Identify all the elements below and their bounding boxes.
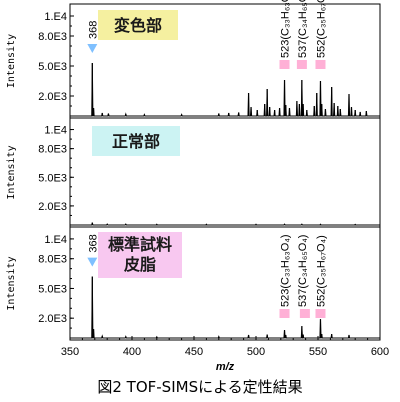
spectrum-line xyxy=(70,276,380,339)
panel-frame xyxy=(69,226,381,341)
panel-label: 変色部 xyxy=(114,16,162,35)
peak-label: 537(C₃₄H₆₅O₄) xyxy=(297,0,309,58)
y-axis-label: Intensity xyxy=(6,256,17,310)
panel-label: 正常部 xyxy=(112,132,160,151)
y-tick-label: 5.0E3 xyxy=(38,283,67,295)
panel-label-box xyxy=(98,10,178,40)
peak-label: 552(C₃₅H₆₇O₄) xyxy=(315,0,327,58)
peak-marker-square xyxy=(315,60,326,69)
peak-label: 368 xyxy=(87,234,99,252)
x-tick-label: 550 xyxy=(309,346,327,358)
panel-label: 標準試料 xyxy=(108,235,172,254)
peak-marker-square xyxy=(315,309,326,318)
panel-label-box xyxy=(98,232,182,278)
panel-2: 1.E4 8.0E3 5.0E3 2.0E3 Intensity 正常部 xyxy=(6,117,381,228)
peak-marker-triangle xyxy=(87,257,98,267)
y-tick-label: 1.E4 xyxy=(44,234,67,246)
y-tick-label: 1.E4 xyxy=(44,11,67,23)
spectrum-line xyxy=(70,62,380,117)
x-axis-label: m/z xyxy=(216,361,235,373)
peak-label: 523(C₃₃H₆₃O₄) xyxy=(280,0,292,58)
tof-sims-figure: 1.E4 8.0E3 5.0E3 2.0E3 Intensity 変色部 368 523(C₃… xyxy=(6,0,389,373)
y-tick-label: 8.0E3 xyxy=(38,144,67,156)
x-tick-label: 600 xyxy=(371,346,389,358)
panel-label: 皮脂 xyxy=(123,255,156,274)
peak-label: 523(C₃₃H₆₃O₄) xyxy=(280,235,292,308)
y-tick-label: 2.0E3 xyxy=(38,201,67,213)
y-axis-label: Intensity xyxy=(6,145,17,199)
y-tick-label: 5.0E3 xyxy=(38,61,67,73)
x-tick-label: 400 xyxy=(123,346,141,358)
y-tick-label: 8.0E3 xyxy=(38,254,67,266)
y-tick-label: 2.0E3 xyxy=(38,91,67,103)
peak-marker-square xyxy=(296,60,307,69)
y-tick-label: 8.0E3 xyxy=(38,31,67,43)
x-tick-label: 350 xyxy=(61,346,79,358)
peak-marker-square xyxy=(299,309,310,318)
y-axis-label: Intensity xyxy=(6,34,17,88)
x-tick-label: 500 xyxy=(247,346,265,358)
peak-marker-square xyxy=(279,309,290,318)
spectrum-line xyxy=(70,222,380,226)
peak-marker-square xyxy=(279,60,290,69)
y-tick-label: 5.0E3 xyxy=(38,172,67,184)
peak-label: 537(C₃₄H₆₅O₄) xyxy=(297,235,309,307)
y-tick-label: 2.0E3 xyxy=(38,313,67,325)
peak-marker-triangle xyxy=(87,44,98,53)
panel-1: 1.E4 8.0E3 5.0E3 2.0E3 Intensity 変色部 368 523(C₃… xyxy=(6,0,381,119)
peak-label: 368 xyxy=(87,21,99,39)
y-tick-label: 1.E4 xyxy=(44,125,67,137)
panel-label-box xyxy=(92,126,180,156)
peak-label: 552(C₃₅H₆₇O₄) xyxy=(315,235,327,307)
x-tick-label: 450 xyxy=(185,346,203,358)
figure-caption: 図2 TOF-SIMSによる定性結果 xyxy=(97,378,303,396)
